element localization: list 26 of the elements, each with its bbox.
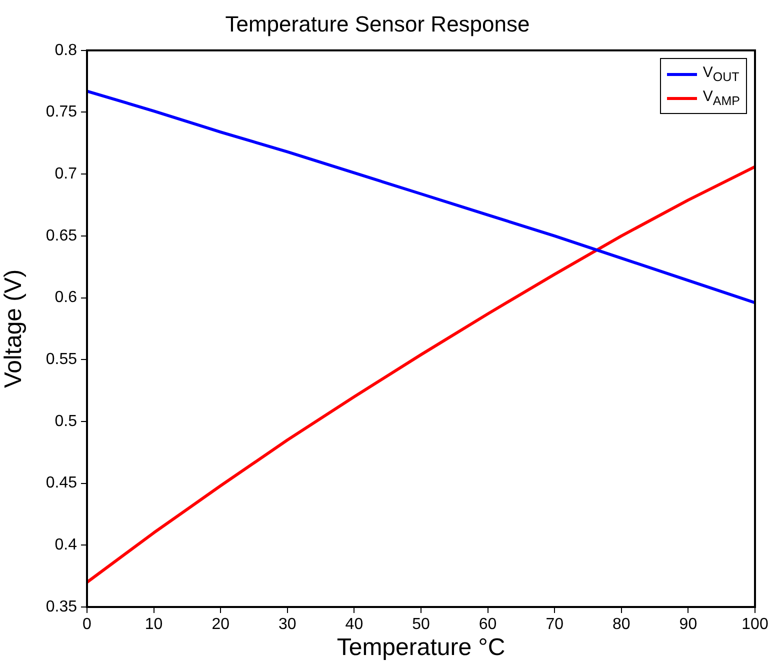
y-tick-label: 0.5 [54,412,78,430]
y-tick-label: 0.6 [54,289,78,306]
x-tick-label: 50 [412,616,430,634]
x-tick-label: 0 [82,616,92,634]
x-tick-label: 60 [478,616,497,634]
x-tick-label: 40 [345,616,364,634]
chart-title: Temperature Sensor Response [225,11,530,36]
legend-label: V$_{OUT}$ [702,64,740,84]
y-axis-title: Voltage (V) [0,269,28,388]
y-tick-label: 0.65 [46,227,78,244]
x-tick-label: 10 [144,616,163,634]
x-tick-label: 20 [212,616,230,634]
x-axis-title: Temperature °C [336,634,506,662]
y-tick-label: 0.35 [46,598,78,616]
x-tick-label: 80 [612,616,630,634]
legend-label: V$_{AMP}$ [702,88,740,108]
y-tick-label: 0.75 [46,104,78,121]
x-tick-label: 70 [546,616,564,634]
y-tick-label: 0.4 [54,536,78,554]
y-tick-label: 0.45 [46,474,78,492]
x-tick-label: 100 [742,616,768,634]
y-tick-label: 0.8 [54,42,78,59]
y-tick-label: 0.55 [46,351,78,368]
y-tick-label: 0.7 [54,165,78,182]
x-tick-label: 90 [679,616,698,634]
x-tick-label: 30 [278,616,296,634]
